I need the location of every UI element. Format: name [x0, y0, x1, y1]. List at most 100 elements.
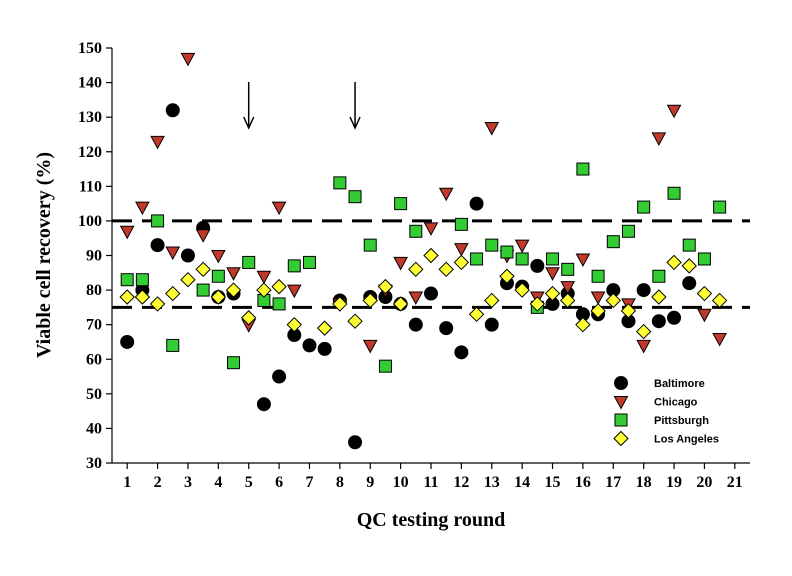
- y-tick-label: 110: [79, 178, 102, 195]
- pittsburgh-point: [485, 238, 499, 252]
- los-angeles-point: [316, 320, 333, 336]
- legend-marker: [613, 396, 629, 410]
- baltimore-point: [469, 196, 484, 211]
- y-axis-ticks: 30 40 50 60 70 80 90 100 110 120 130 140 150: [78, 40, 112, 472]
- pittsburgh-point: [713, 200, 727, 214]
- chicago-point: [210, 250, 226, 264]
- chicago-point: [666, 104, 682, 119]
- data-points: [119, 52, 728, 450]
- chicago-point: [271, 201, 287, 216]
- x-tick-label: 1: [123, 474, 131, 491]
- chicago-point: [119, 225, 135, 240]
- pittsburgh-point: [470, 252, 484, 266]
- baltimore-point: [530, 258, 545, 273]
- chicago-point: [454, 243, 469, 257]
- x-tick-label: 10: [393, 474, 409, 491]
- x-axis-ticks: 1 2 3 4 5 6 7 8 9 10 11 12 13 14 15 16 17 18 19 20 21: [123, 463, 743, 491]
- y-tick-label: 120: [78, 144, 102, 161]
- los-angeles-point: [423, 247, 439, 264]
- los-angeles-point: [271, 278, 287, 295]
- baltimore-point: [317, 341, 332, 356]
- pittsburgh-point: [378, 359, 392, 373]
- y-tick-label: 150: [78, 40, 102, 57]
- x-tick-label: 20: [696, 474, 712, 491]
- pittsburgh-point: [682, 238, 696, 252]
- los-angeles-point: [332, 296, 348, 312]
- los-angeles-point: [392, 296, 409, 312]
- y-tick-label: 50: [86, 386, 102, 403]
- los-angeles-point: [210, 289, 227, 305]
- baltimore-point: [256, 397, 271, 412]
- x-tick-label: 12: [453, 474, 469, 491]
- baltimore-point: [667, 310, 682, 325]
- arrow-annotations: [243, 82, 361, 130]
- los-angeles-point: [408, 261, 424, 278]
- los-angeles-point: [468, 306, 485, 322]
- chicago-point: [195, 229, 211, 243]
- los-angeles-point: [484, 292, 500, 309]
- y-tick-label: 80: [86, 282, 102, 299]
- pittsburgh-point: [667, 186, 681, 200]
- x-tick-label: 9: [366, 474, 374, 491]
- legend-label: Pittsburgh: [654, 415, 709, 427]
- los-angeles-point: [195, 261, 211, 278]
- y-tick-label: 30: [86, 455, 102, 472]
- x-tick-label: 15: [545, 474, 561, 491]
- los-angeles-point: [696, 285, 713, 302]
- pittsburgh-point: [333, 176, 347, 190]
- los-angeles-point: [544, 285, 561, 302]
- x-tick-label: 18: [636, 474, 652, 491]
- los-angeles-point: [286, 316, 302, 333]
- los-angeles-point: [499, 268, 515, 284]
- los-angeles-point: [681, 258, 697, 274]
- pittsburgh-point: [576, 162, 590, 176]
- chicago-point: [438, 187, 454, 202]
- chicago-point: [590, 291, 606, 306]
- pittsburgh-point: [287, 259, 301, 273]
- chicago-point: [560, 281, 576, 295]
- los-angeles-point: [438, 261, 454, 278]
- baltimore-point: [682, 276, 697, 291]
- chicago-point: [423, 222, 439, 236]
- pittsburgh-point: [606, 235, 620, 249]
- x-tick-label: 13: [484, 474, 500, 491]
- pittsburgh-point: [151, 214, 165, 228]
- chicago-point: [256, 270, 272, 285]
- chicago-point: [575, 253, 591, 268]
- y-tick-label: 100: [78, 213, 102, 230]
- baltimore-point: [424, 286, 438, 301]
- y-tick-label: 40: [86, 420, 102, 437]
- baltimore-point: [454, 345, 469, 360]
- chicago-point: [226, 267, 241, 281]
- los-angeles-point: [514, 282, 530, 298]
- x-tick-label: 7: [305, 474, 313, 491]
- y-tick-label: 130: [78, 109, 102, 126]
- pittsburgh-point: [591, 269, 605, 283]
- los-angeles-point: [605, 292, 621, 309]
- los-angeles-point: [134, 289, 151, 305]
- los-angeles-point: [149, 296, 166, 312]
- pittsburgh-point: [515, 252, 529, 266]
- x-tick-label: 6: [275, 474, 283, 491]
- legend-marker: [614, 376, 628, 390]
- x-tick-label: 8: [336, 474, 344, 491]
- x-tick-label: 4: [214, 474, 222, 491]
- chicago-point: [651, 132, 667, 146]
- arrow-head: [349, 116, 361, 130]
- los-angeles-point: [377, 278, 394, 295]
- baltimore-point: [348, 435, 363, 450]
- pittsburgh-point: [211, 269, 225, 283]
- y-tick-label: 90: [86, 248, 102, 265]
- chicago-point: [636, 339, 652, 354]
- legend-marker: [613, 430, 629, 447]
- los-angeles-point: [180, 272, 196, 288]
- pittsburgh-point: [135, 273, 149, 287]
- legend-label: Chicago: [654, 397, 698, 409]
- pittsburgh-point: [561, 262, 575, 276]
- baltimore-point: [180, 248, 195, 263]
- baltimore-point: [408, 317, 423, 332]
- los-angeles-point: [225, 282, 242, 298]
- chicago-point: [697, 308, 712, 323]
- pittsburgh-point: [394, 197, 408, 211]
- legend-marker: [614, 413, 628, 427]
